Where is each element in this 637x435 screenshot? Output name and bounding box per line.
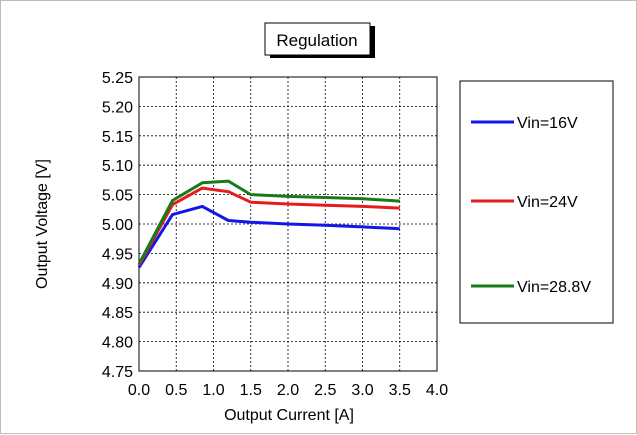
title-box [264,22,371,56]
grid [139,77,437,371]
y-tick-label: 4.95 [102,246,133,263]
legend-label-3: Vin=28.8V [517,279,591,296]
y-axis-label: Output Voltage [V] [34,159,51,289]
x-tick-label: 1.0 [202,382,224,399]
legend-label-2: Vin=24V [517,194,578,211]
series-line-3 [137,179,400,265]
y-tick-label: 5.15 [102,129,133,146]
x-axis-label: Output Current [A] [224,407,354,424]
chart-title: Regulation [276,31,357,50]
y-tick-label: 5.00 [102,217,133,234]
x-tick-labels: 0.0 0.5 1.0 1.5 2.0 2.5 3.0 3.5 4.0 [128,382,448,399]
x-tick-label: 0.5 [165,382,187,399]
y-tick-label: 5.10 [102,158,133,175]
y-tick-label: 4.75 [102,364,133,381]
y-tick-labels: 5.25 5.20 5.15 5.10 5.05 5.00 4.95 4.90 4.85 4.80… [102,70,133,381]
x-tick-label: 2.5 [314,382,336,399]
x-tick-label: 1.5 [240,382,262,399]
x-tick-label: 3.5 [389,382,411,399]
series-group [137,179,400,269]
y-tick-label: 4.85 [102,305,133,322]
series-line-2 [137,186,400,266]
plot-area [138,76,438,372]
x-tick-label: 0.0 [128,382,150,399]
y-tick-label: 5.25 [102,70,133,87]
y-tick-label: 4.90 [102,276,133,293]
legend: Vin=16V Vin=24V Vin=28.8V [471,115,591,296]
x-tick-label: 3.0 [351,382,373,399]
x-tick-label: 2.0 [277,382,299,399]
x-tick-label: 4.0 [426,382,448,399]
y-tick-label: 5.20 [102,99,133,116]
series-line-1 [137,204,400,269]
y-tick-label: 5.05 [102,188,133,205]
legend-label-1: Vin=16V [517,115,578,132]
y-tick-label: 4.80 [102,335,133,352]
